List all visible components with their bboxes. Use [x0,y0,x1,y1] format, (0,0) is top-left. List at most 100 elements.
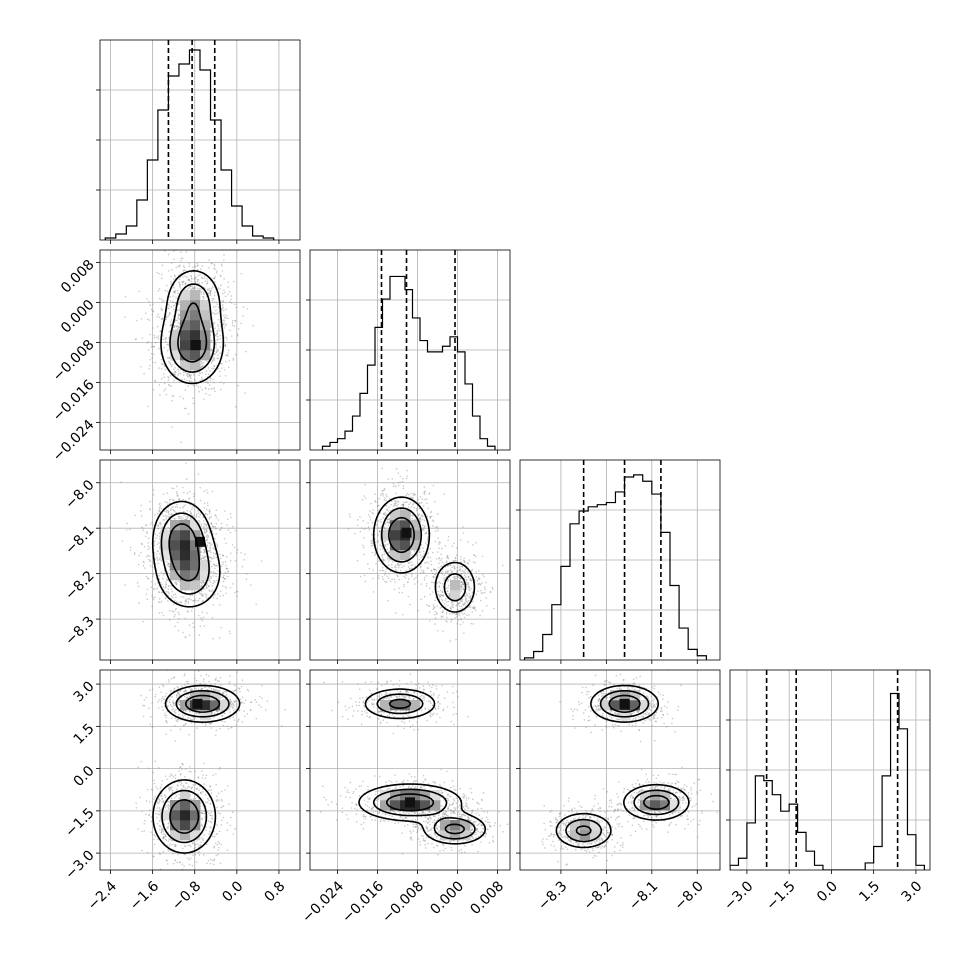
sample-point [164,775,167,777]
sample-point [230,701,232,703]
sample-point [215,854,218,857]
sample-point [237,328,240,330]
sample-point [170,677,173,680]
sample-point [160,522,162,524]
sample-point [230,335,233,337]
sample-point [200,582,203,585]
sample-point [204,523,207,526]
sample-point [217,325,220,328]
sample-point [169,698,171,701]
panel-frame-3-0 [99,669,301,871]
sample-point [165,509,168,512]
sample-point [225,354,227,357]
sample-point [363,553,366,556]
sample-point [221,265,223,267]
sample-point [424,562,426,564]
density-cell [170,570,181,581]
sample-point [176,309,179,311]
sample-point [195,843,197,845]
sample-point [397,472,400,474]
sample-point [213,365,215,367]
sample-point [197,512,200,514]
sample-point [200,617,202,619]
sample-point [155,693,157,696]
sample-point [235,708,237,711]
sample-point [208,384,211,386]
sample-point [224,374,227,377]
sample-point [157,335,160,337]
sample-point [410,496,412,499]
sample-point [161,300,164,303]
sample-point [216,800,218,802]
sample-point [217,357,220,360]
sample-point [201,265,204,267]
sample-point [199,791,202,794]
sample-point [211,360,214,363]
sample-point [443,493,446,495]
sample-point [225,542,227,545]
sample-point [423,519,426,522]
sample-point [159,505,162,507]
sample-point [382,489,384,492]
sample-point [181,257,184,260]
sample-point [197,599,200,602]
sample-point [367,526,370,528]
sample-point [244,553,246,555]
sample-point [194,599,196,602]
sample-point [159,353,162,355]
sample-point [194,783,197,786]
sample-point [174,625,176,628]
sample-point [151,725,154,728]
sample-point [171,843,174,846]
sample-point [384,572,387,575]
sample-point [152,573,155,576]
sample-point [187,602,190,605]
sample-point [215,677,217,679]
sample-point [217,570,219,572]
sample-point [422,505,425,507]
sample-point [164,586,167,589]
sample-point [187,515,190,518]
sample-point [203,490,206,493]
sample-point [197,846,200,848]
sample-point [192,626,195,629]
sample-point [231,702,234,705]
sample-point [194,770,196,773]
sample-point [173,796,176,799]
sample-point [161,273,163,276]
sample-point [172,247,174,249]
sample-point [208,267,210,269]
sample-point [174,845,176,847]
sample-point [158,585,160,587]
sample-point [230,295,233,297]
sample-point [205,587,208,590]
sample-point [206,583,209,585]
sample-point [207,382,209,385]
sample-point [212,637,214,640]
sample-point [199,844,201,847]
sample-point [232,357,234,360]
sample-point [200,585,203,588]
sample-point [407,578,410,580]
sample-point [234,319,236,322]
sample-point [158,578,161,581]
sample-point [172,301,174,303]
sample-point [209,581,212,584]
sample-point [167,840,170,842]
sample-point [209,290,212,293]
sample-point [186,682,189,685]
sample-point [167,591,169,593]
sample-point [149,547,151,549]
sample-point [162,851,165,853]
sample-point [149,358,152,361]
sample-point [206,612,208,615]
sample-point [202,555,204,557]
sample-point [167,375,169,378]
sample-point [215,678,217,681]
sample-point [161,779,164,782]
sample-point [191,607,194,609]
sample-point [221,585,224,587]
sample-point [152,489,155,491]
sample-point [222,306,224,309]
sample-point [190,275,193,277]
